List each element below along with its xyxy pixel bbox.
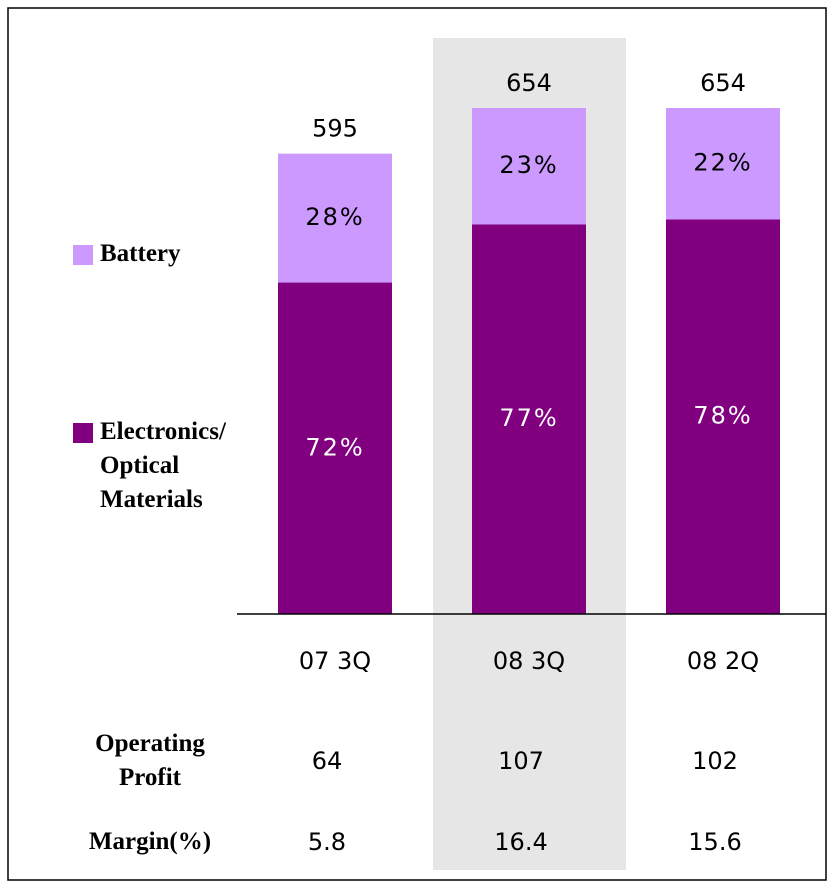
row-label: Operating Profit	[95, 730, 205, 791]
total-label: 595	[312, 115, 358, 143]
bar-segment	[666, 219, 780, 614]
bar-segment	[472, 108, 586, 225]
value-label: 23%	[499, 151, 558, 179]
legend-label: Battery	[100, 240, 181, 267]
row-label: Margin(%)	[89, 828, 211, 855]
value-label: 28%	[305, 203, 364, 231]
table-value: 102	[692, 747, 738, 775]
frame	[7, 7, 827, 881]
table-value: 15.6	[688, 828, 741, 856]
total-label: 654	[506, 69, 552, 97]
legend-label: Electronics/Optical Materials	[100, 418, 227, 513]
bar-segment	[278, 282, 392, 614]
legend-swatch	[73, 423, 93, 443]
total-label: 654	[700, 69, 746, 97]
x-tick-label: 08 3Q	[493, 647, 565, 675]
value-label: 78%	[693, 402, 752, 430]
x-tick-label: 07 3Q	[299, 647, 371, 675]
table-value: 5.8	[308, 828, 346, 856]
table-value: 16.4	[494, 828, 547, 856]
value-label: 77%	[499, 404, 558, 432]
table-value: 107	[498, 747, 544, 775]
bar-segment	[278, 153, 392, 283]
bar-segment	[472, 224, 586, 614]
bar-segment	[666, 108, 780, 220]
value-label: 22%	[693, 149, 752, 177]
value-label: 72%	[305, 433, 364, 461]
table-value: 64	[312, 747, 343, 775]
legend-swatch	[73, 245, 93, 265]
x-tick-label: 08 2Q	[687, 647, 759, 675]
